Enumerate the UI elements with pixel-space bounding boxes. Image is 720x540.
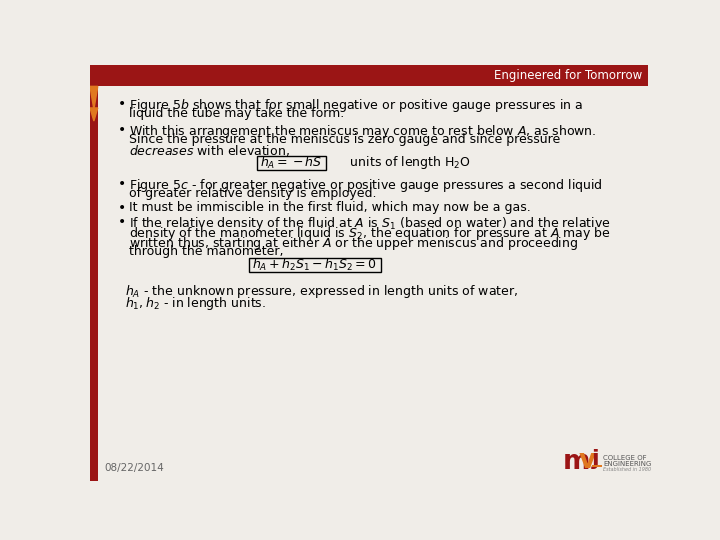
Text: $\it{decreases}$ with elevation,: $\it{decreases}$ with elevation, bbox=[129, 143, 289, 158]
Text: m: m bbox=[563, 449, 590, 475]
Bar bbox=[256, 156, 326, 170]
Text: through the manometer,: through the manometer, bbox=[129, 245, 283, 258]
Text: •: • bbox=[118, 201, 126, 215]
Text: Established in 1980: Established in 1980 bbox=[603, 467, 651, 471]
Text: With this arrangement the meniscus may come to rest below $A$, as shown.: With this arrangement the meniscus may c… bbox=[129, 123, 596, 139]
Bar bbox=[90, 86, 98, 481]
Polygon shape bbox=[90, 108, 98, 121]
Bar bbox=[90, 65, 648, 86]
Bar bbox=[249, 258, 381, 272]
Text: •: • bbox=[118, 123, 126, 137]
Text: It must be immiscible in the first fluid, which may now be a gas.: It must be immiscible in the first fluid… bbox=[129, 201, 531, 214]
Text: Figure 5$c$ - for greater negative or positive gauge pressures a second liquid: Figure 5$c$ - for greater negative or po… bbox=[129, 177, 603, 194]
Text: If the relative density of the fluid at $A$ is $S_1$ (based on water) and the re: If the relative density of the fluid at … bbox=[129, 215, 611, 232]
Text: ENGINEERING: ENGINEERING bbox=[603, 461, 652, 468]
Text: •: • bbox=[118, 177, 126, 191]
Text: j: j bbox=[593, 449, 600, 469]
Bar bbox=[593, 465, 601, 467]
Text: •: • bbox=[118, 215, 126, 229]
Text: Since the pressure at the meniscus is zero gauge and since pressure: Since the pressure at the meniscus is ze… bbox=[129, 132, 560, 146]
Text: $h_1, h_2$ - in length units.: $h_1, h_2$ - in length units. bbox=[125, 295, 266, 312]
Polygon shape bbox=[90, 86, 98, 110]
Text: density of the manometer liquid is $S_2$, the equation for pressure at $A$ may b: density of the manometer liquid is $S_2$… bbox=[129, 225, 611, 242]
Text: of greater relative density is employed.: of greater relative density is employed. bbox=[129, 187, 377, 200]
Text: Figure 5$b$ shows that for small negative or positive gauge pressures in a: Figure 5$b$ shows that for small negativ… bbox=[129, 97, 583, 114]
Text: $h_A+h_2S_1-h_1S_2=0$: $h_A+h_2S_1-h_1S_2=0$ bbox=[252, 257, 377, 273]
Text: 08/22/2014: 08/22/2014 bbox=[104, 463, 163, 473]
Text: COLLEGE OF: COLLEGE OF bbox=[603, 455, 647, 461]
Text: $h_A=-hS$: $h_A=-hS$ bbox=[261, 154, 323, 171]
Text: written thus, starting at either $A$ or the upper meniscus and proceeding: written thus, starting at either $A$ or … bbox=[129, 235, 578, 252]
Text: $h_A$ - the unknown pressure, expressed in length units of water,: $h_A$ - the unknown pressure, expressed … bbox=[125, 283, 518, 300]
Text: •: • bbox=[118, 97, 126, 111]
Text: v: v bbox=[578, 448, 595, 474]
Text: Engineered for Tomorrow: Engineered for Tomorrow bbox=[493, 69, 642, 82]
Text: liquid the tube may take the form.: liquid the tube may take the form. bbox=[129, 107, 344, 120]
Text: units of length H$_2$O: units of length H$_2$O bbox=[330, 154, 471, 171]
